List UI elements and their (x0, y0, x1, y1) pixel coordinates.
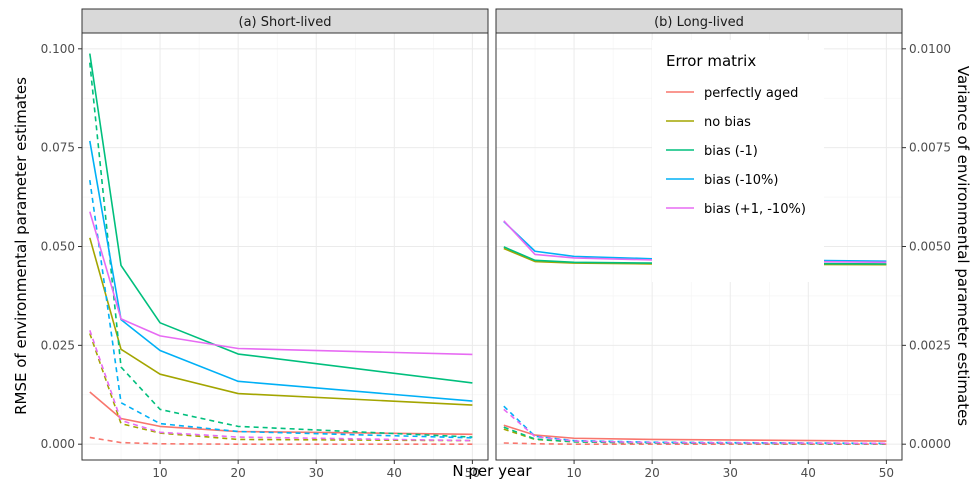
x-tick-label: 50 (879, 466, 894, 480)
left-y-axis-title: RMSE of environmental parameter estimate… (12, 77, 30, 415)
right-tick-label: 0.0075 (909, 141, 951, 155)
left-tick-label: 0.000 (41, 437, 75, 451)
legend-title: Error matrix (666, 52, 756, 70)
legend-items: perfectly aged no bias bias (-1) bias (-10%… (666, 86, 806, 217)
series-line-rmse (503, 424, 887, 442)
x-tick-label: 40 (801, 466, 816, 480)
right-tick-label: 0.0025 (909, 338, 951, 352)
legend-entry-label: bias (-10%) (704, 173, 778, 188)
legend-entry-label: no bias (704, 115, 751, 130)
panel-b-strip (495, 8, 903, 34)
right-tick-label: 0.0050 (909, 240, 951, 254)
left-tick-label: 0.050 (41, 240, 75, 254)
x-tick-label: 10 (152, 466, 167, 480)
series-line-variance (89, 179, 473, 439)
x-tick-label: 20 (645, 466, 660, 480)
series-line-rmse (89, 211, 473, 356)
panel-a-grid (82, 33, 488, 460)
x-tick-label: 20 (231, 466, 246, 480)
series-line-variance (503, 408, 887, 445)
series-line-rmse (89, 237, 473, 406)
x-tick-label: 10 (566, 466, 581, 480)
panel-a-x-axis: 10 20 30 40 50 (152, 460, 480, 480)
legend-entry-label: bias (+1, -10%) (704, 202, 806, 217)
legend-entry-label: bias (-1) (704, 144, 758, 159)
series-line-variance (89, 62, 473, 438)
x-tick-label: 40 (387, 466, 402, 480)
series-line-variance (89, 330, 473, 442)
right-y-axis-title: Variance of environmental parameter esti… (954, 66, 972, 426)
left-tick-label: 0.075 (41, 141, 75, 155)
right-tick-label: 0.0000 (909, 437, 951, 451)
x-tick-label: 30 (309, 466, 324, 480)
x-axis-title: N per year (452, 462, 532, 480)
series-line-rmse (89, 391, 473, 436)
left-tick-label: 0.025 (41, 338, 75, 352)
legend-entry-label: perfectly aged (704, 86, 798, 101)
x-tick-label: 50 (465, 466, 480, 480)
series-line-rmse (89, 140, 473, 402)
right-tick-label: 0.0100 (909, 42, 951, 56)
panel-a-series (89, 53, 473, 445)
legend: Error matrix perfectly aged no bias bias (… (652, 40, 824, 282)
panel-a-strip (81, 8, 489, 34)
left-tick-label: 0.100 (41, 42, 75, 56)
x-tick-label: 30 (723, 466, 738, 480)
panel-b-strip-label: (b) Long-lived (654, 15, 744, 30)
panel-b-x-axis: 10 20 30 40 50 (566, 460, 894, 480)
series-line-variance (89, 436, 473, 445)
left-y-axis: 0.000 0.025 0.050 0.075 0.100 (41, 42, 82, 451)
legend-background (652, 40, 824, 282)
series-line-variance (503, 442, 887, 445)
panel-short-lived: (a) Short-lived (81, 8, 489, 461)
series-line-rmse (89, 53, 473, 384)
right-y-axis: 0.0000 0.0025 0.0050 0.0075 0.0100 (902, 42, 951, 451)
panel-a-strip-label: (a) Short-lived (239, 15, 332, 30)
